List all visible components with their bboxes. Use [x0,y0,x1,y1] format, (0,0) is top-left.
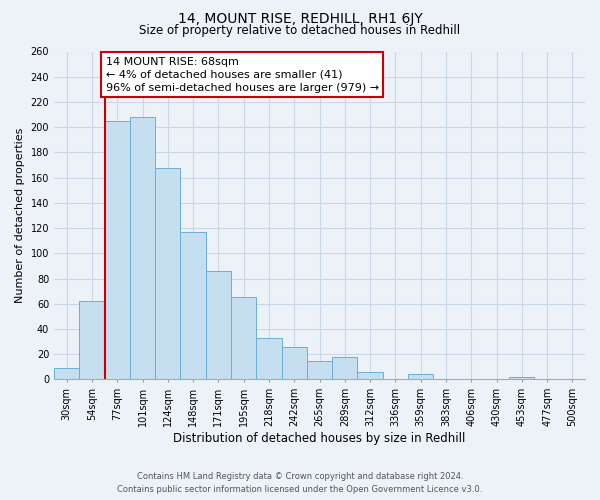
Text: 14, MOUNT RISE, REDHILL, RH1 6JY: 14, MOUNT RISE, REDHILL, RH1 6JY [178,12,422,26]
Y-axis label: Number of detached properties: Number of detached properties [15,128,25,303]
Bar [281,346,307,380]
Bar [307,360,332,380]
Bar [231,298,256,380]
Bar [509,377,535,380]
X-axis label: Distribution of detached houses by size in Redhill: Distribution of detached houses by size … [173,432,466,445]
Bar [54,368,79,380]
Bar [332,356,358,380]
Bar [104,121,130,380]
Bar [358,372,383,380]
Bar [408,374,433,380]
Text: Size of property relative to detached houses in Redhill: Size of property relative to detached ho… [139,24,461,37]
Bar [79,301,104,380]
Text: 14 MOUNT RISE: 68sqm
← 4% of detached houses are smaller (41)
96% of semi-detach: 14 MOUNT RISE: 68sqm ← 4% of detached ho… [106,56,379,93]
Text: Contains HM Land Registry data © Crown copyright and database right 2024.
Contai: Contains HM Land Registry data © Crown c… [118,472,482,494]
Bar [256,338,281,380]
Bar [206,271,231,380]
Bar [155,168,181,380]
Bar [130,117,155,380]
Bar [181,232,206,380]
